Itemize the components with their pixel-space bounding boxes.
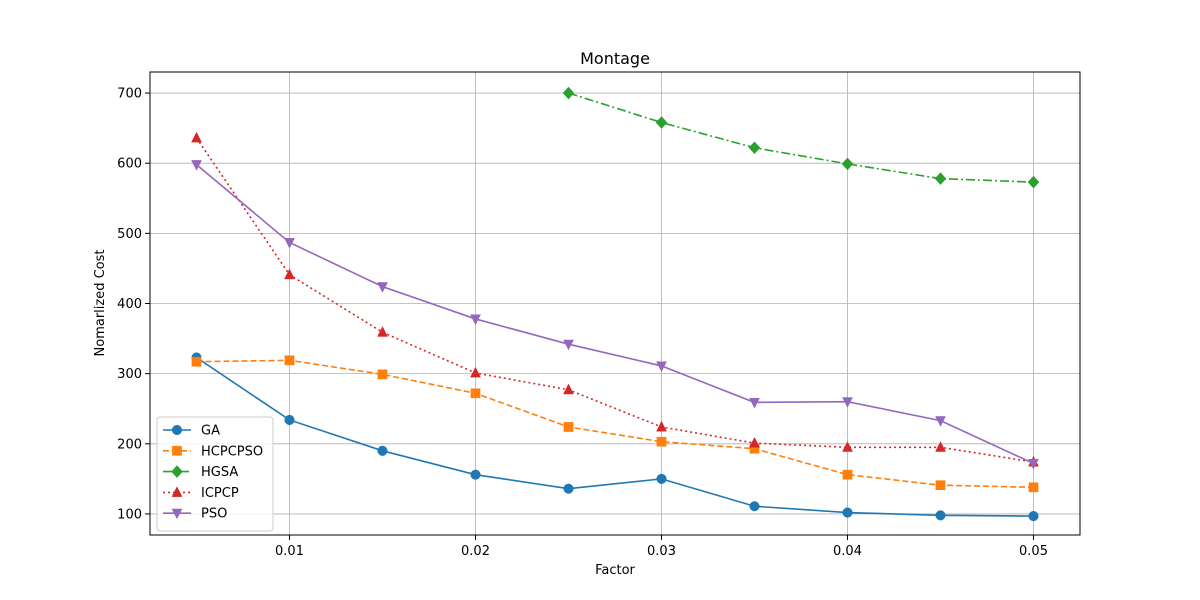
series-hcpcpso-point (377, 369, 388, 380)
series-pso-point (563, 339, 574, 351)
series-icpcp-point (191, 131, 202, 143)
series-pso-point (470, 314, 481, 326)
x-tick-label: 0.05 (1019, 544, 1048, 559)
series-pso-point (284, 238, 295, 249)
series-ga-point (470, 469, 481, 480)
legend-label: GA (201, 424, 220, 439)
series-hgsa (562, 86, 1040, 189)
series-pso-line (195, 163, 1034, 465)
series-hgsa-line (568, 92, 1034, 183)
legend: GA HCPCPSO HGSA ICPCP PSO (156, 416, 274, 532)
series-hgsa-point (748, 141, 761, 155)
series-pso-point (749, 397, 760, 409)
series-hcpcpso-point (284, 355, 295, 366)
x-tick-label: 0.04 (833, 544, 862, 559)
series-pso-point (842, 397, 853, 408)
y-tick-label: 600 (117, 157, 142, 172)
x-tick-label: 0.03 (647, 544, 676, 559)
series-hcpcpso-point (1028, 482, 1039, 493)
series-icpcp-point (842, 441, 853, 452)
series-icpcp-point (563, 383, 574, 395)
series-hgsa-point (655, 116, 668, 129)
legend-label: PSO (201, 507, 227, 522)
y-tick-label: 400 (117, 297, 142, 312)
legend-swatch-marker (171, 508, 183, 520)
series-icpcp-point (656, 420, 667, 432)
series-icpcp-point (377, 326, 388, 337)
series-pso-point (377, 282, 388, 293)
series-hcpcpso-point (935, 480, 946, 491)
series-ga-line (196, 356, 1034, 517)
y-axis-ticks: 100 200 300 400 500 600 700 (117, 87, 150, 522)
series-hcpcpso-point (656, 436, 667, 447)
y-tick-label: 300 (117, 367, 142, 382)
series-icpcp-point (470, 366, 481, 378)
series-hgsa-point (934, 172, 947, 186)
series-hcpcpso-line (196, 359, 1034, 489)
x-axis-label: Factor (595, 563, 635, 578)
series-ga-point (1028, 511, 1039, 522)
series-hcpcpso-point (470, 388, 481, 399)
series-hcpcpso (191, 355, 1039, 493)
series-hcpcpso-point (842, 469, 853, 480)
series-ga-point (377, 445, 388, 456)
x-axis-ticks: 0.01 0.02 0.03 0.04 0.05 (275, 535, 1048, 559)
legend-item-icpcp: ICPCP (163, 486, 239, 501)
legend-item-hgsa: HGSA (163, 465, 238, 480)
series-pso-point (935, 416, 946, 427)
legend-swatch-marker (171, 424, 183, 436)
series-icpcp-point (935, 441, 946, 452)
series-hcpcpso-point (563, 422, 574, 432)
legend-swatch-marker (171, 465, 183, 478)
series-ga-point (563, 483, 574, 494)
legend-item-pso: PSO (163, 507, 227, 522)
y-tick-label: 500 (117, 227, 142, 242)
legend-label: HCPCPSO (201, 444, 263, 459)
series-pso-point (1028, 458, 1039, 470)
chart-title: Montage (580, 49, 650, 68)
series-ga-point (656, 473, 667, 484)
series-hgsa-point (1027, 175, 1040, 189)
series-pso-point (191, 160, 202, 171)
y-axis-label: Nomarlized Cost (93, 250, 108, 357)
legend-label: ICPCP (201, 486, 239, 501)
series-hcpcpso-point (191, 356, 202, 367)
series-icpcp-point (749, 436, 760, 448)
series-icpcp (191, 131, 1039, 467)
y-tick-label: 100 (117, 507, 142, 522)
y-tick-label: 200 (117, 437, 142, 452)
series-ga-point (935, 510, 946, 521)
legend-item-ga: GA (163, 424, 220, 439)
legend-swatch-marker (171, 486, 183, 497)
series-icpcp-point (284, 268, 295, 280)
series-ga-point (284, 414, 295, 426)
legend-item-hcpcpso: HCPCPSO (163, 444, 263, 459)
legend-label: HGSA (201, 465, 238, 480)
x-tick-label: 0.01 (275, 544, 304, 559)
series-hgsa-point (841, 157, 854, 171)
series-ga-point (842, 507, 853, 518)
y-tick-label: 700 (117, 87, 142, 102)
grid (150, 72, 1080, 535)
legend-box (156, 416, 274, 532)
series-icpcp-line (195, 137, 1034, 463)
legend-swatch-marker (172, 445, 182, 456)
series-group (191, 86, 1040, 522)
series-hgsa-point (562, 86, 575, 100)
series-ga-point (749, 501, 760, 512)
series-pso-point (656, 361, 667, 373)
series-pso (191, 160, 1039, 470)
x-tick-label: 0.02 (461, 544, 490, 559)
